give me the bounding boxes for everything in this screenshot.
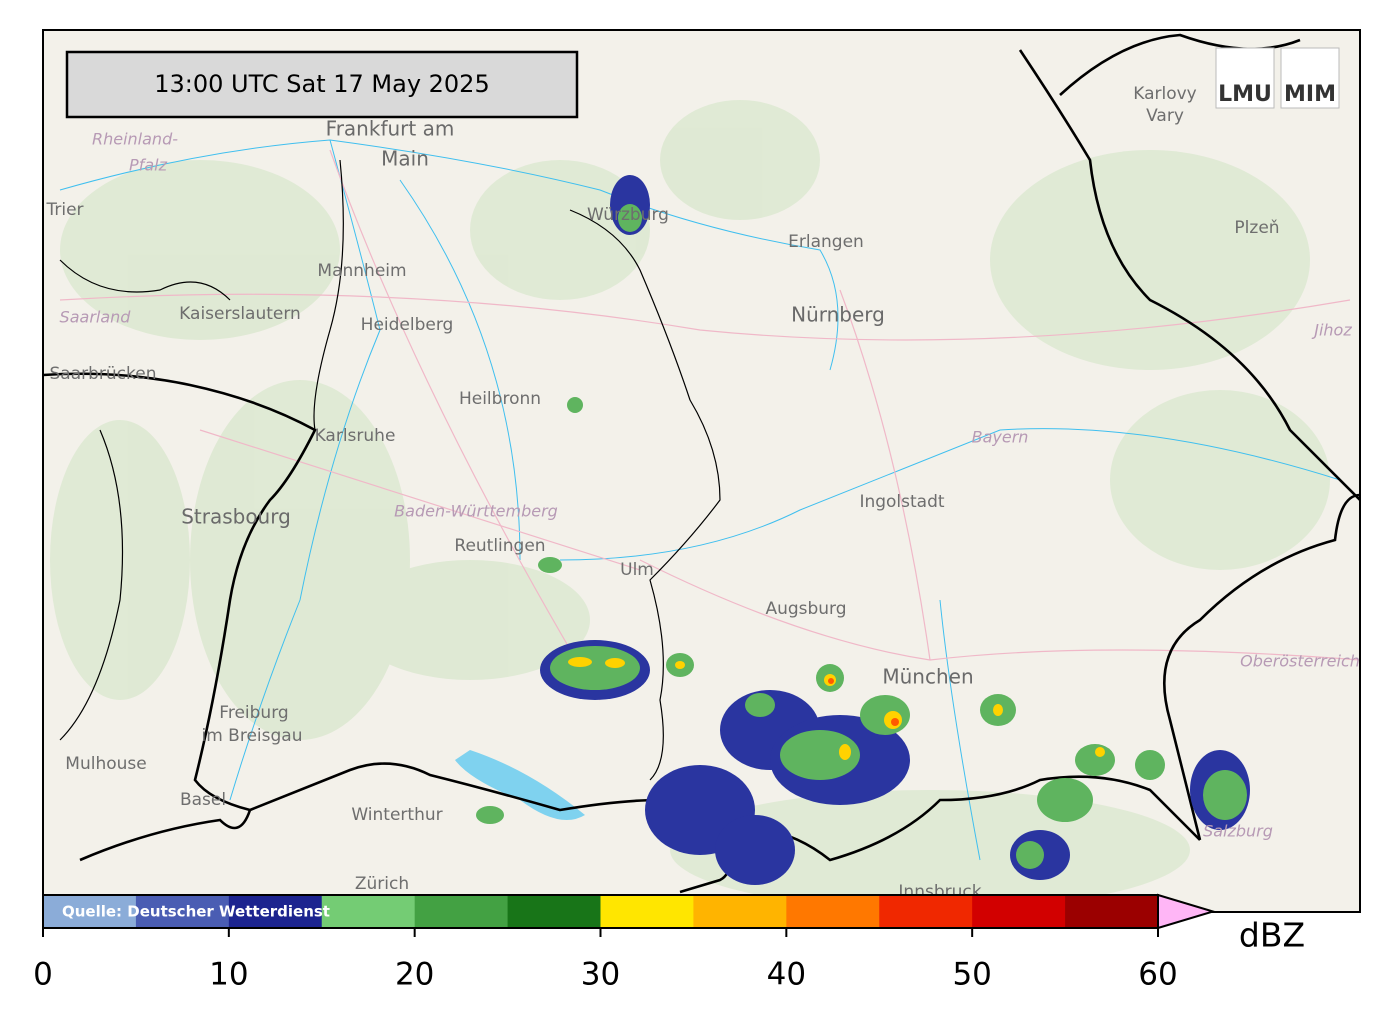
place-label: Trier	[45, 200, 83, 220]
place-label: Augsburg	[765, 599, 846, 619]
colorbar-segment	[228, 895, 323, 928]
colorbar-source: Quelle: Deutscher Wetterdienst	[62, 903, 330, 921]
colorbar-tick-label: 50	[952, 957, 991, 993]
place-label: Oberösterreich	[1240, 652, 1360, 671]
place-label: Ulm	[620, 560, 654, 580]
logo: LMU MIM	[1215, 47, 1340, 109]
colorbar-unit: dBZ	[1239, 916, 1305, 955]
place-label: Bayern	[972, 428, 1029, 447]
place-label: Zürich	[355, 874, 409, 894]
place-label: Strasbourg	[181, 505, 291, 529]
place-label: Reutlingen	[454, 536, 545, 556]
place-label: Baden-Württemberg	[394, 502, 558, 521]
place-label: München	[882, 665, 973, 689]
logo-text: MIM	[1284, 82, 1336, 107]
colorbar-segment	[135, 895, 230, 928]
logo-text: LMU	[1218, 82, 1272, 107]
place-label: Kaiserslautern	[179, 304, 301, 324]
colorbar-segment	[600, 895, 694, 928]
place-label: Vary	[1146, 106, 1184, 126]
place-label: Würzburg	[587, 205, 669, 225]
place-label: Erlangen	[788, 232, 864, 252]
place-label: Karlovy	[1133, 84, 1197, 104]
place-label: Plzeň	[1234, 218, 1279, 238]
place-label: Winterthur	[351, 805, 442, 825]
place-label: Jihoz	[1311, 321, 1352, 340]
place-label: Basel	[180, 790, 226, 810]
place-label: Saarbrücken	[50, 364, 157, 384]
place-label: Frankfurt am	[326, 117, 455, 141]
colorbar-segment	[43, 895, 137, 928]
colorbar-tick-label: 10	[209, 957, 248, 993]
logo-box	[1215, 47, 1275, 109]
colorbar: Quelle: Deutscher Wetterdienst 0 10 20 30 40 5…	[33, 893, 1305, 993]
timestamp: 13:00 UTC Sat 17 May 2025	[154, 70, 489, 98]
colorbar-segment	[414, 895, 509, 928]
place-label: Main	[381, 147, 429, 171]
colorbar-segment	[321, 895, 416, 928]
place-label: Heidelberg	[361, 315, 454, 335]
place-label: Salzburg	[1203, 822, 1273, 841]
map-base	[43, 30, 1360, 912]
logo-box	[1280, 47, 1340, 109]
place-label: Saarland	[60, 308, 132, 327]
radar-echoes	[476, 175, 1250, 885]
colorbar-segment	[1065, 895, 1159, 928]
place-label: Mannheim	[317, 261, 406, 281]
colorbar-tick-label: 60	[1138, 957, 1177, 993]
colorbar-segment	[786, 895, 880, 928]
place-label: Heilbronn	[459, 389, 541, 409]
colorbar-tick-label: 0	[33, 957, 53, 993]
place-label: Mulhouse	[65, 754, 146, 774]
place-label: im Breisgau	[202, 726, 303, 746]
place-label: Nürnberg	[791, 303, 885, 327]
colorbar-segment	[972, 895, 1066, 928]
colorbar-tick-label: 20	[395, 957, 434, 993]
colorbar-tick-label: 40	[767, 957, 806, 993]
place-label: Karlsruhe	[315, 426, 396, 446]
place-label: Pfalz	[129, 156, 168, 175]
colorbar-segment	[879, 895, 973, 928]
timestamp-box	[65, 50, 579, 119]
colorbar-segment	[693, 895, 787, 928]
colorbar-segment	[507, 895, 601, 928]
place-label: Freiburg	[219, 703, 288, 723]
colorbar-tick-label: 30	[581, 957, 620, 993]
place-label: Ingolstadt	[859, 492, 944, 512]
place-label: Rheinland-	[92, 130, 178, 149]
